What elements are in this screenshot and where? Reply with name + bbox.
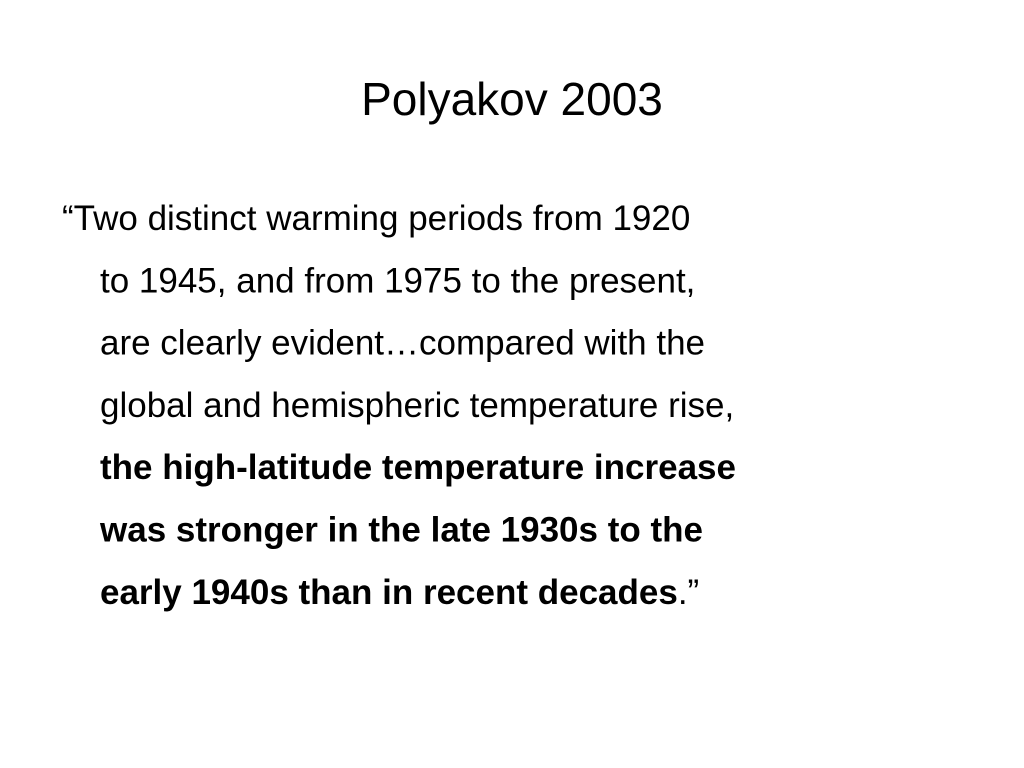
bold-text: the high-latitude temperature increase (100, 448, 736, 487)
bold-text: early 1940s than in recent decades (100, 573, 678, 612)
body-text: are clearly evident…compared with the (100, 324, 705, 363)
body-text: “Two distinct warming periods from 1920 (62, 199, 690, 238)
body-line: are clearly evident…compared with the (100, 324, 705, 363)
body-text: global and hemispheric temperature rise, (100, 386, 734, 425)
body-text: .” (678, 573, 699, 612)
slide-title: Polyakov 2003 (361, 73, 663, 125)
body-line: to 1945, and from 1975 to the present, (100, 261, 695, 300)
body-line: global and hemispheric temperature rise, (100, 386, 734, 425)
body-line: the high-latitude temperature increase (100, 448, 736, 487)
body-text: to 1945, and from 1975 to the present, (100, 261, 695, 300)
body-line: “Two distinct warming periods from 1920 (62, 199, 690, 238)
body-line: was stronger in the late 1930s to the (99, 511, 703, 550)
bold-text: was stronger in the late 1930s to the (99, 511, 703, 550)
body-line: early 1940s than in recent decades.” (100, 573, 699, 612)
